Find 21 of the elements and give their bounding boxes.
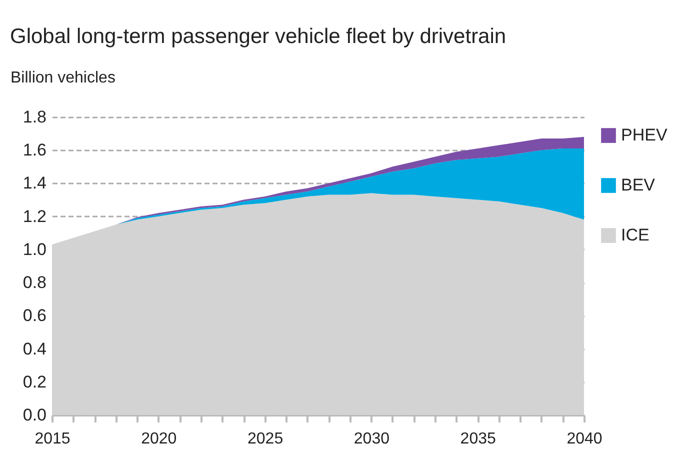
y-tick-label: 0.4 xyxy=(22,339,46,358)
y-tick-label: 1.2 xyxy=(22,206,46,226)
legend-label: PHEV xyxy=(621,126,668,144)
x-tick-label: 2035 xyxy=(460,430,496,448)
y-tick-label: 1.4 xyxy=(22,174,46,193)
chart-title: Global long-term passenger vehicle fleet by drivetrain xyxy=(10,25,506,48)
legend-label: ICE xyxy=(621,226,650,244)
x-tick-label: 2015 xyxy=(34,430,70,448)
legend-label: BEV xyxy=(621,176,656,194)
y-axis-title: Billion vehicles xyxy=(10,70,116,86)
x-tick-label: 2020 xyxy=(141,430,177,448)
y-tick-label: 0.6 xyxy=(22,306,46,326)
y-tick-label: 0.2 xyxy=(22,372,46,392)
y-tick-label: 0.8 xyxy=(22,273,46,292)
y-tick-label: 1.6 xyxy=(22,140,46,160)
x-tick-label: 2025 xyxy=(248,430,284,448)
y-tick-label: 0.0 xyxy=(22,406,46,424)
y-tick-label: 1.8 xyxy=(22,108,46,126)
x-tick-label: 2030 xyxy=(354,430,390,448)
x-tick-label: 2040 xyxy=(566,430,602,448)
y-tick-label: 1.0 xyxy=(22,240,46,259)
